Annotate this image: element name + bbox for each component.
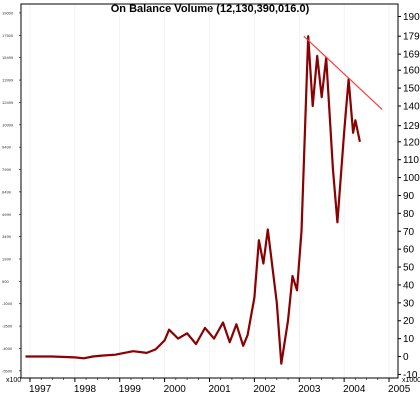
- right-axis-tick-label: 129: [403, 121, 420, 132]
- left-axis-tick-label: 17500: [2, 33, 14, 38]
- right-axis-tick-label: 190: [403, 12, 420, 23]
- right-axis-tick-label: 60: [403, 245, 415, 256]
- right-axis-tick-label: 50: [403, 263, 415, 274]
- x-axis-unit-label: x100: [6, 377, 21, 384]
- trendline: [303, 35, 383, 111]
- right-axis-tick-label: 100: [403, 173, 420, 184]
- left-axis-tick-label: -2500: [2, 324, 13, 329]
- right-axis-tick-label: 70: [403, 227, 415, 238]
- right-axis-tick-label: 0: [403, 352, 409, 363]
- left-axis-tick-label: 4999: [2, 212, 12, 217]
- x-axis-ticks: 1997 1998 1999 2000 2001 2002 2003 2004 2005: [29, 378, 411, 395]
- right-axis-tick-label: 110: [403, 155, 419, 166]
- left-axis-tick-label: -5500: [2, 368, 13, 373]
- left-axis-tick-label: 7999: [2, 167, 12, 172]
- left-axis-tick-label: 12499: [2, 100, 14, 105]
- x-axis-tick-label: 1998: [74, 384, 97, 395]
- x-axis-tick-label: 2003: [298, 384, 321, 395]
- right-axis-tick-label: 120: [403, 137, 420, 148]
- right-axis-ticks: 1901791691601501401291201101009080706050…: [398, 12, 420, 381]
- left-axis-tick-label: 13999: [2, 78, 14, 83]
- x-axis-tick-label: 2002: [253, 384, 276, 395]
- x-axis-tick-label: 2005: [388, 384, 411, 395]
- right-axis-tick-label: 160: [403, 66, 420, 77]
- right-axis-tick-label: 140: [403, 102, 420, 113]
- x-axis-tick-label: 2004: [343, 384, 366, 395]
- right-axis-tick-label: -10: [403, 370, 418, 381]
- right-axis-unit-label: x1000: [402, 377, 420, 384]
- left-axis-tick-label: 10999: [2, 122, 14, 127]
- left-axis-tick-label: 1999: [2, 257, 12, 262]
- obv-series-line: [25, 35, 361, 365]
- right-axis-tick-label: 90: [403, 191, 415, 202]
- left-axis-tick-label: 3499: [2, 234, 12, 239]
- left-axis-tick-label: 6499: [2, 189, 12, 194]
- left-axis-tick-label: 19000: [2, 10, 14, 15]
- x-axis-tick-label: 1999: [119, 384, 142, 395]
- chart-title: On Balance Volume (12,130,390,016.0): [111, 3, 310, 15]
- left-axis-tick-label: 9499: [2, 145, 12, 150]
- right-axis-tick-label: 40: [403, 280, 415, 291]
- right-axis-tick-label: 30: [403, 298, 415, 309]
- x-axis-tick-label: 2000: [164, 384, 187, 395]
- left-axis-tick-label: -4000: [2, 346, 13, 351]
- x-axis-tick-label: 2001: [209, 384, 232, 395]
- right-axis-tick-label: 179: [403, 32, 420, 43]
- left-axis-tick-label: 15499: [2, 55, 14, 60]
- x-axis-tick-label: 1997: [29, 384, 52, 395]
- right-axis-tick-label: 169: [403, 50, 420, 61]
- right-axis-tick-label: 80: [403, 209, 415, 220]
- grid: [29, 4, 390, 378]
- right-axis-tick-label: 150: [403, 84, 420, 95]
- left-axis-tick-label: -1000: [2, 301, 13, 306]
- right-axis-tick-label: 20: [403, 316, 415, 327]
- right-axis-tick-label: 10: [403, 334, 415, 345]
- left-axis-ticks: 19000 17500 15499 13999 12499 10999 9499 7999 64…: [2, 10, 21, 373]
- plot-area: [25, 35, 383, 365]
- left-axis-tick-label: 500: [2, 279, 9, 284]
